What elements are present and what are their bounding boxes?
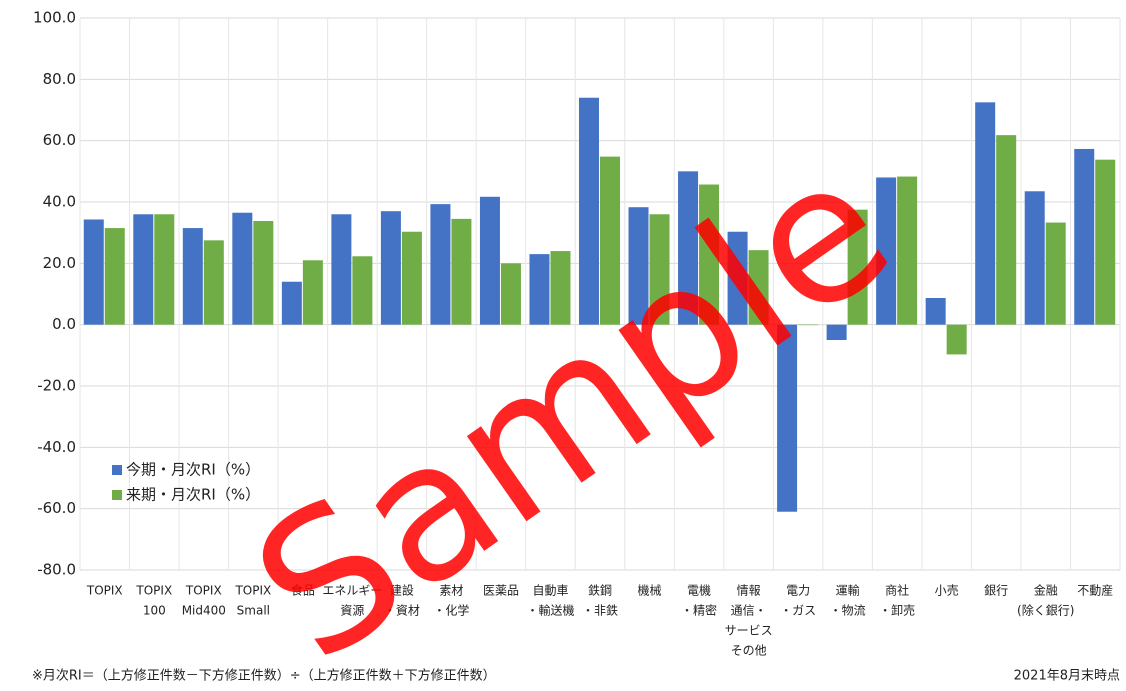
legend-swatch — [112, 490, 122, 500]
bar — [133, 214, 154, 325]
y-tick-label: 100.0 — [33, 9, 76, 27]
bar — [253, 221, 274, 325]
bar — [649, 214, 670, 325]
bar — [826, 324, 847, 340]
bar — [847, 209, 868, 325]
bar — [1045, 222, 1066, 325]
bar — [600, 156, 620, 325]
y-tick-label: -40.0 — [37, 438, 76, 456]
x-tick-label: 運輸 — [836, 583, 860, 598]
x-tick-label: (除く銀行) — [1017, 603, 1074, 618]
x-tick-label: ・卸売 — [879, 603, 915, 618]
x-tick-label: ・ガス — [780, 604, 816, 618]
x-tick-label: TOPIX — [86, 584, 123, 598]
x-tick-label: 金融 — [1034, 583, 1058, 598]
x-tick-label: ・非鉄 — [582, 603, 618, 618]
bar — [529, 254, 550, 325]
bar — [897, 176, 918, 325]
y-tick-label: 60.0 — [43, 131, 76, 149]
bar — [401, 231, 422, 325]
x-tick-label: 電力 — [786, 584, 810, 598]
x-tick-label: 建設 — [390, 583, 414, 598]
bar — [104, 228, 125, 325]
bar — [550, 251, 571, 325]
bar — [83, 219, 104, 325]
bar — [1095, 159, 1116, 325]
x-tick-label: その他 — [731, 644, 767, 658]
bar — [925, 297, 946, 325]
bar — [182, 228, 203, 325]
bar — [380, 211, 401, 325]
x-tick-label: ・輸送機 — [526, 603, 574, 618]
footnote: ※月次RI＝（上方修正件数－下方修正件数）÷（上方修正件数＋下方修正件数） — [32, 668, 496, 684]
x-tick-label: 銀行 — [984, 584, 1008, 598]
x-tick-label: 小売 — [935, 583, 959, 598]
bar — [996, 135, 1017, 325]
bar — [331, 214, 352, 325]
bar — [154, 214, 175, 325]
bar — [876, 177, 897, 325]
x-tick-label: 商社 — [885, 583, 909, 598]
bar — [302, 260, 323, 325]
y-tick-label: 80.0 — [43, 70, 76, 88]
bar — [203, 240, 224, 325]
x-tick-label: 情報 — [737, 584, 761, 598]
bar — [798, 324, 819, 326]
bar — [748, 250, 769, 325]
bar — [430, 204, 451, 325]
y-tick-label: 20.0 — [43, 254, 76, 272]
bar — [678, 171, 699, 325]
y-tick-label: -20.0 — [37, 377, 76, 395]
bar — [1024, 191, 1045, 325]
x-tick-label: Small — [237, 604, 270, 618]
x-tick-label: エネルギー — [322, 584, 382, 598]
bar — [975, 102, 996, 325]
x-tick-label: Mid400 — [182, 604, 226, 618]
x-tick-label: ・化学 — [433, 603, 469, 618]
bar — [1074, 148, 1095, 325]
x-tick-label: ・物流 — [830, 604, 866, 618]
x-tick-label: 自動車 — [532, 584, 568, 598]
x-tick-label: ・精密 — [681, 603, 717, 618]
x-tick-label: 鉄鋼 — [588, 583, 612, 598]
y-tick-label: 40.0 — [43, 193, 76, 211]
y-tick-label: -80.0 — [37, 561, 76, 579]
x-tick-label: 不動産 — [1077, 583, 1113, 598]
date-note: 2021年8月末時点 — [1014, 669, 1120, 684]
bar — [479, 196, 500, 325]
x-tick-label: サービス — [725, 624, 773, 638]
x-tick-label: 機械 — [638, 583, 662, 598]
bar — [946, 324, 967, 355]
bar — [777, 324, 798, 512]
bar — [451, 218, 472, 325]
y-tick-label: -60.0 — [37, 499, 76, 517]
legend-label: 今期・月次RI（%） — [126, 461, 260, 479]
x-tick-label: ・資材 — [384, 604, 420, 618]
x-tick-label: 資源 — [340, 604, 364, 618]
bar — [699, 184, 720, 325]
bar — [281, 281, 302, 325]
x-tick-label: 医薬品 — [483, 584, 519, 598]
x-tick-label: 通信・ — [731, 604, 767, 618]
bar — [579, 97, 599, 325]
x-tick-label: 食品 — [291, 583, 315, 598]
bar — [727, 231, 748, 325]
x-tick-label: 素材 — [439, 584, 463, 598]
x-tick-label: 電機 — [687, 583, 711, 598]
x-tick-label: TOPIX — [234, 584, 271, 598]
y-tick-label: 0.0 — [52, 315, 76, 333]
bar — [232, 212, 253, 325]
legend-swatch — [112, 465, 122, 475]
x-tick-label: 100 — [143, 604, 166, 618]
legend-label: 来期・月次RI（%） — [126, 486, 260, 504]
bar — [352, 256, 373, 325]
x-tick-label: TOPIX — [135, 584, 172, 598]
bar — [500, 263, 521, 325]
x-tick-label: TOPIX — [185, 584, 222, 598]
bar — [628, 207, 649, 325]
